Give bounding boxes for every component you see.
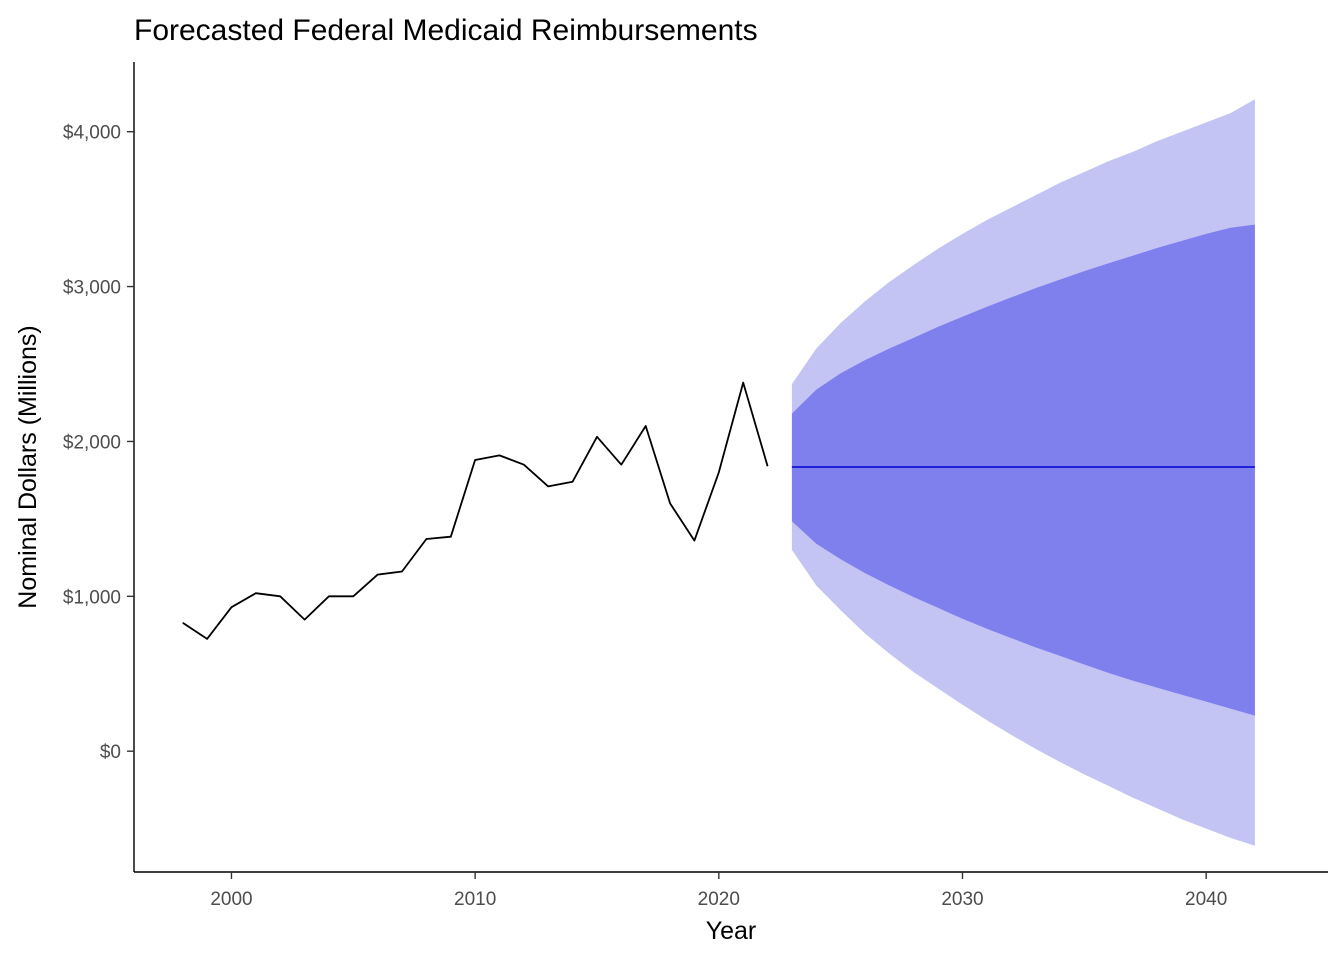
x-tick-label: 2040 (1185, 889, 1227, 910)
y-tick-label: $0 (100, 742, 121, 763)
x-tick-label: 2010 (454, 889, 496, 910)
y-tick-label: $1,000 (63, 587, 121, 608)
plot-area (182, 99, 1255, 846)
forecast-80-band-area (791, 224, 1255, 716)
historical-line (182, 381, 769, 640)
y-axis-ticks: $0 $1,000 $2,000 $3,000 $4,000 (63, 123, 134, 763)
y-tick-label: $4,000 (63, 123, 121, 144)
x-axis-title: Year (706, 917, 757, 945)
x-tick-label: 2020 (698, 889, 740, 910)
y-axis-title: Nominal Dollars (Millions) (14, 325, 42, 608)
chart-title: Forecasted Federal Medicaid Reimbursemen… (134, 14, 758, 47)
x-axis-ticks: 2000 2010 2020 2030 2040 (210, 872, 1227, 910)
forecast-80-interval-band (791, 224, 1255, 716)
y-tick-label: $3,000 (63, 278, 121, 299)
axes: 2000 2010 2020 2030 2040 $0 $1,000 $2,000 $3,00… (63, 62, 1328, 910)
x-tick-label: 2030 (941, 889, 983, 910)
x-tick-label: 2000 (210, 889, 252, 910)
series-lines (182, 381, 1255, 640)
y-tick-label: $2,000 (63, 432, 121, 453)
